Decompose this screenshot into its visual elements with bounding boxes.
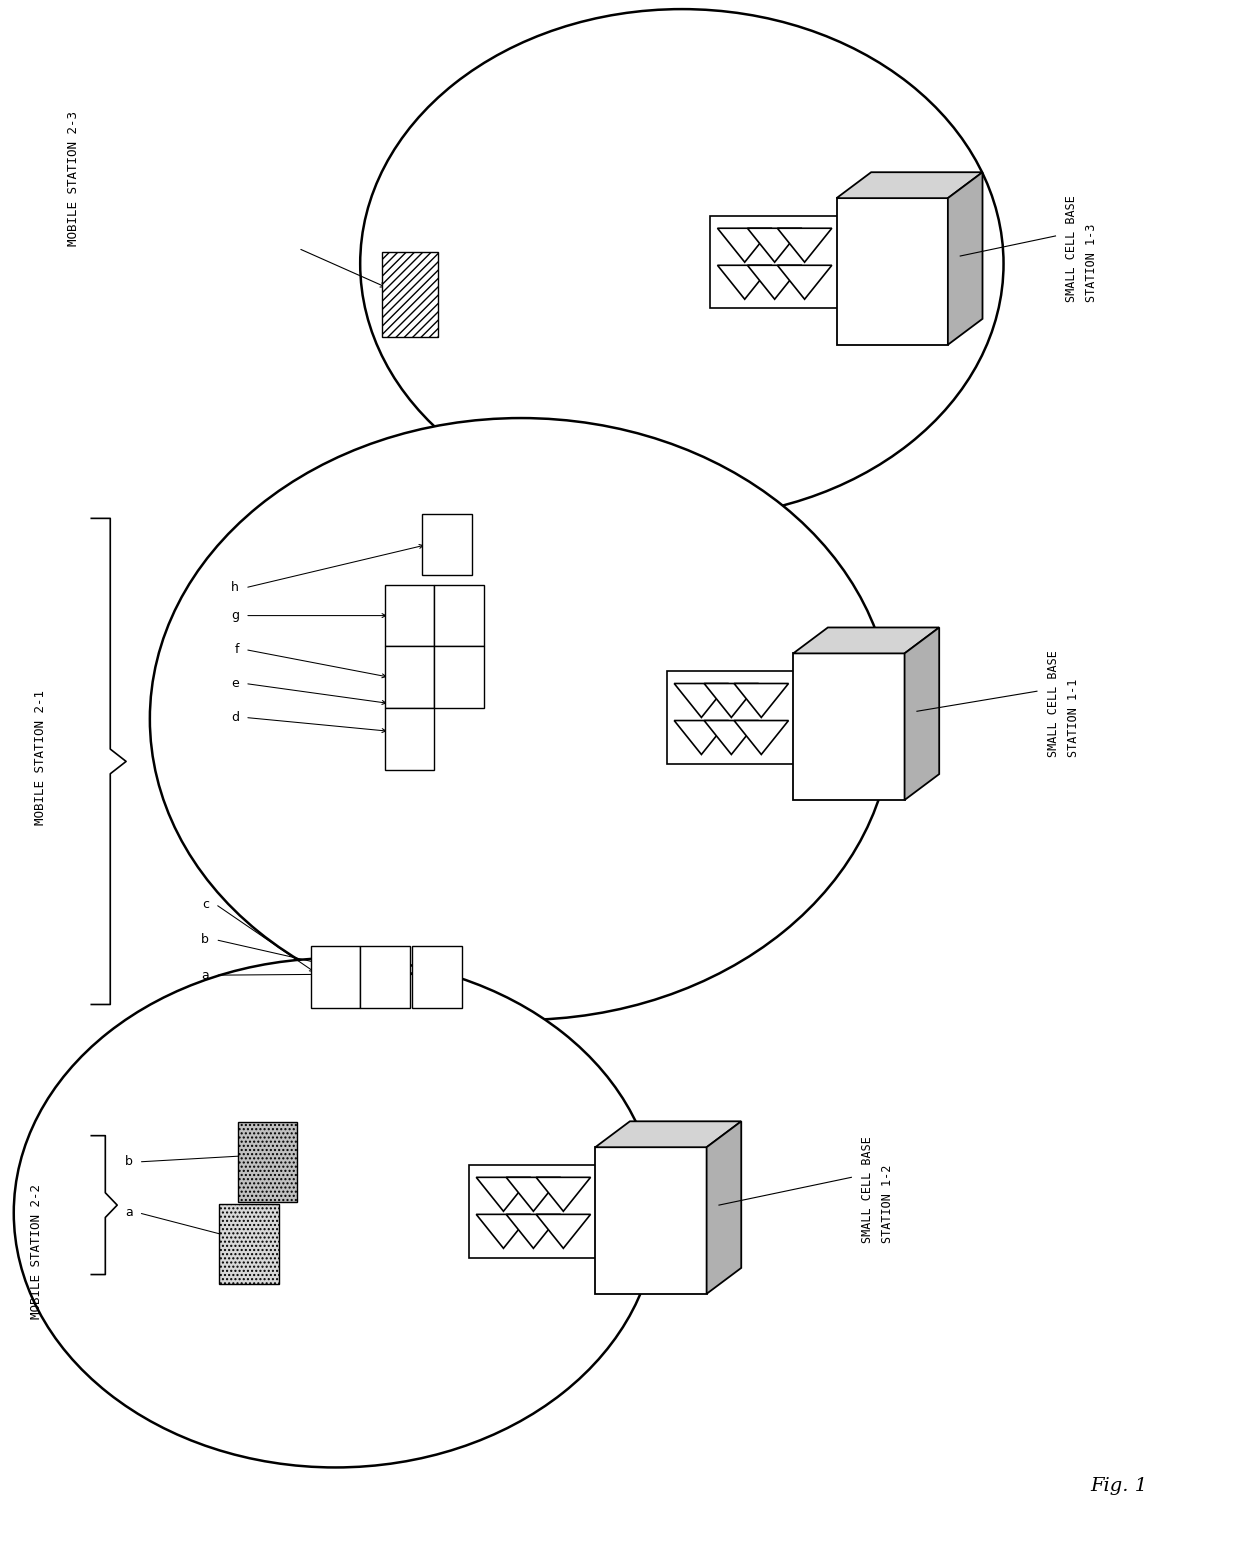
Polygon shape bbox=[794, 628, 939, 654]
Polygon shape bbox=[506, 1214, 560, 1248]
Bar bbox=[384, 584, 434, 646]
Bar bbox=[219, 1203, 279, 1283]
Bar bbox=[469, 1166, 598, 1257]
Text: h: h bbox=[231, 581, 239, 594]
Ellipse shape bbox=[150, 417, 893, 1020]
Bar bbox=[384, 646, 434, 708]
Ellipse shape bbox=[360, 9, 1003, 518]
Bar bbox=[434, 584, 484, 646]
Polygon shape bbox=[595, 1147, 707, 1294]
Polygon shape bbox=[777, 266, 832, 300]
Polygon shape bbox=[837, 172, 982, 198]
Polygon shape bbox=[734, 720, 789, 754]
Bar bbox=[311, 946, 360, 1008]
Polygon shape bbox=[718, 266, 773, 300]
Text: a: a bbox=[201, 969, 210, 982]
Text: Fig. 1: Fig. 1 bbox=[1090, 1476, 1147, 1495]
Polygon shape bbox=[837, 198, 947, 345]
Ellipse shape bbox=[14, 959, 657, 1467]
Polygon shape bbox=[794, 654, 904, 799]
Polygon shape bbox=[536, 1214, 590, 1248]
Text: SMALL CELL BASE
STATION 1-2: SMALL CELL BASE STATION 1-2 bbox=[862, 1136, 894, 1243]
Text: MOBILE STATION 2-2: MOBILE STATION 2-2 bbox=[30, 1184, 42, 1319]
Polygon shape bbox=[777, 229, 832, 263]
Bar bbox=[382, 252, 438, 337]
Bar bbox=[412, 946, 461, 1008]
Polygon shape bbox=[476, 1178, 531, 1211]
Text: e: e bbox=[231, 677, 239, 690]
Polygon shape bbox=[704, 720, 759, 754]
Polygon shape bbox=[748, 229, 802, 263]
Polygon shape bbox=[707, 1121, 742, 1294]
Text: f: f bbox=[234, 643, 239, 656]
Polygon shape bbox=[947, 172, 982, 345]
Text: b: b bbox=[201, 934, 210, 946]
Polygon shape bbox=[595, 1121, 742, 1147]
Bar bbox=[238, 1122, 298, 1203]
Polygon shape bbox=[536, 1178, 590, 1211]
Polygon shape bbox=[748, 266, 802, 300]
Polygon shape bbox=[718, 229, 773, 263]
Bar bbox=[667, 671, 796, 764]
Text: MOBILE STATION 2-1: MOBILE STATION 2-1 bbox=[35, 690, 47, 826]
Polygon shape bbox=[675, 720, 729, 754]
Text: SMALL CELL BASE
STATION 1-1: SMALL CELL BASE STATION 1-1 bbox=[1047, 651, 1080, 758]
Polygon shape bbox=[675, 683, 729, 717]
Text: d: d bbox=[231, 711, 239, 724]
Bar bbox=[360, 946, 409, 1008]
Polygon shape bbox=[704, 683, 759, 717]
Text: g: g bbox=[231, 609, 239, 621]
Text: MOBILE STATION 2-3: MOBILE STATION 2-3 bbox=[67, 111, 79, 246]
Polygon shape bbox=[476, 1214, 531, 1248]
Bar bbox=[422, 513, 471, 575]
Text: c: c bbox=[202, 898, 210, 911]
Text: b: b bbox=[125, 1155, 133, 1169]
Text: SMALL CELL BASE
STATION 1-3: SMALL CELL BASE STATION 1-3 bbox=[1065, 195, 1099, 301]
Bar bbox=[384, 708, 434, 770]
Polygon shape bbox=[506, 1178, 560, 1211]
Bar bbox=[434, 646, 484, 708]
Polygon shape bbox=[734, 683, 789, 717]
Text: a: a bbox=[125, 1206, 133, 1220]
Bar bbox=[711, 216, 839, 309]
Polygon shape bbox=[904, 628, 939, 799]
